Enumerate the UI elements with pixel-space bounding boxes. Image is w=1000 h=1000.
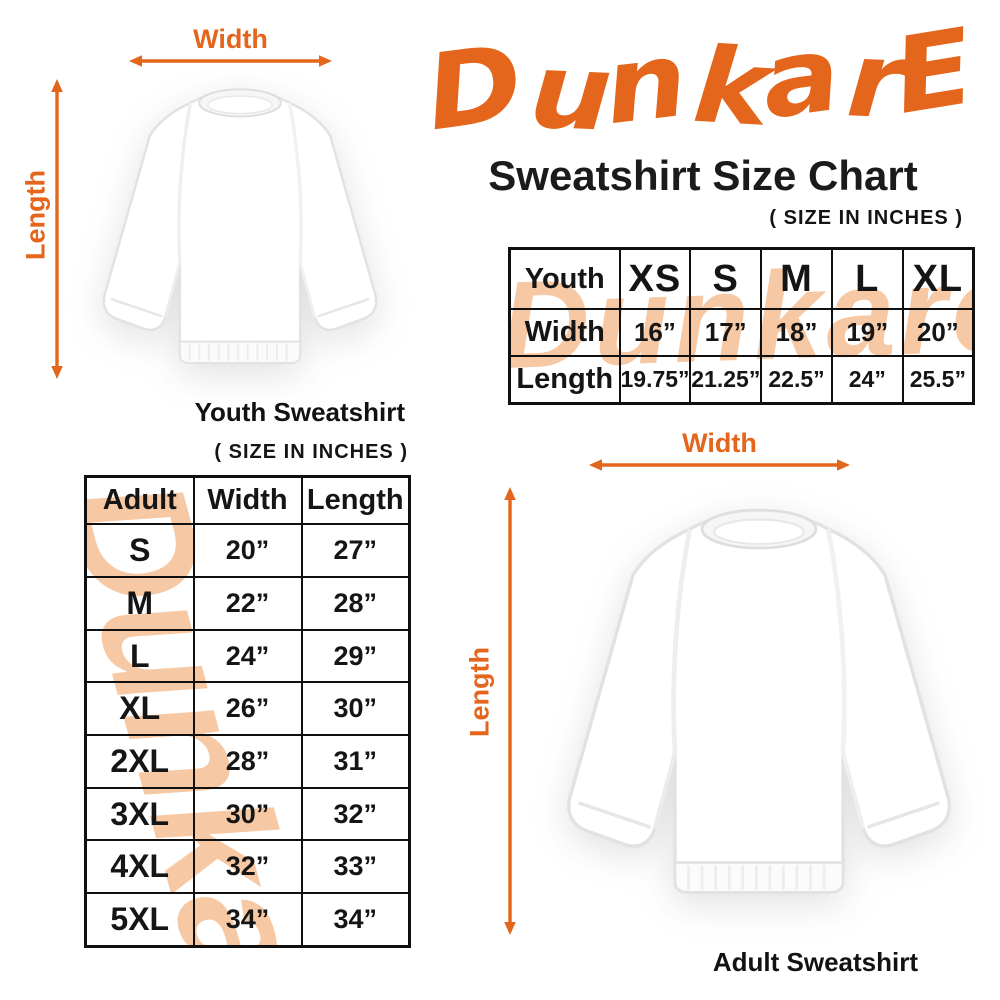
size-head-cell: M (760, 247, 833, 311)
value-cell: 34” (192, 892, 303, 948)
youth-sweatshirt-image (102, 87, 378, 365)
dunkare-logo: DunkarE (419, 12, 984, 157)
value-cell: 28” (300, 576, 411, 631)
table-row: Youth XS S M L XL (508, 247, 975, 311)
adult-sweatshirt-caption: Adult Sweatshirt (712, 947, 918, 977)
youth-corner-cell: Youth (508, 247, 621, 311)
adult-length-label: Length (464, 647, 495, 737)
value-cell: 30” (300, 681, 411, 737)
size-cell: 5XL (84, 892, 195, 948)
value-cell: 32” (300, 786, 411, 842)
value-cell: 28” (192, 734, 303, 789)
size-head-cell: S (689, 247, 763, 311)
adult-width-label: Width (682, 428, 757, 458)
table-row: Adult Width Length (84, 475, 411, 526)
value-cell: 25.5” (901, 355, 975, 405)
size-cell: 4XL (84, 839, 195, 895)
table-row: M 22” 28” (84, 576, 411, 631)
page-title: Sweatshirt Size Chart (488, 152, 918, 199)
table-row: XL 26” 30” (84, 681, 411, 737)
value-cell: 31” (300, 734, 411, 789)
size-cell: 3XL (84, 786, 195, 842)
adult-header-cell: Length (300, 475, 411, 526)
youth-length-label: Length (20, 170, 51, 260)
table-row: Width 16” 17” 18” 19” 20” (508, 308, 975, 358)
value-cell: 20” (901, 308, 975, 358)
size-cell: L (84, 628, 195, 684)
youth-table-zone: Dunkare Youth XS S M L XL Width 16” 17” … (508, 247, 975, 405)
table-row: L 24” 29” (84, 628, 411, 684)
adult-width-arrow-icon (589, 459, 850, 471)
value-cell: 20” (192, 523, 303, 579)
adult-header-cell: Adult (84, 475, 195, 526)
youth-length-arrow-icon (51, 79, 63, 379)
youth-size-table: Youth XS S M L XL Width 16” 17” 18” 19” … (508, 247, 975, 405)
value-cell: 24” (192, 628, 303, 684)
size-cell: S (84, 523, 195, 579)
value-cell: 24” (830, 355, 904, 405)
value-cell: 16” (618, 308, 692, 358)
table-row: S 20” 27” (84, 523, 411, 579)
adult-header-cell: Width (192, 475, 303, 526)
adult-sweatshirt-image (515, 466, 1000, 950)
size-head-cell: L (830, 247, 904, 311)
value-cell: 22.5” (760, 355, 833, 405)
value-cell: 32” (192, 839, 303, 895)
value-cell: 18” (760, 308, 833, 358)
length-row-label: Length (508, 355, 621, 405)
value-cell: 21.25” (689, 355, 763, 405)
size-head-cell: XS (618, 247, 692, 311)
size-head-cell: XL (901, 247, 975, 311)
value-cell: 19.75” (618, 355, 692, 405)
size-cell: 2XL (84, 734, 195, 789)
size-cell: M (84, 576, 195, 631)
table-row: 2XL 28” 31” (84, 734, 411, 789)
adult-length-arrow-icon (504, 487, 516, 935)
value-cell: 29” (300, 628, 411, 684)
table-row: 3XL 30” 32” (84, 786, 411, 842)
value-cell: 17” (689, 308, 763, 358)
value-cell: 26” (192, 681, 303, 737)
adult-size-in-inches-note: ( SIZE IN INCHES ) (214, 441, 408, 463)
value-cell: 19” (830, 308, 904, 358)
value-cell: 34” (300, 892, 411, 948)
value-cell: 27” (300, 523, 411, 579)
value-cell: 22” (192, 576, 303, 631)
youth-width-label: Width (193, 24, 268, 54)
adult-size-table: Adult Width Length S 20” 27” M 22” 28” L… (84, 475, 411, 948)
svg-text:DunkarE: DunkarE (419, 12, 984, 157)
table-row: Length 19.75” 21.25” 22.5” 24” 25.5” (508, 355, 975, 405)
youth-width-arrow-icon (129, 55, 332, 67)
table-row: 4XL 32” 33” (84, 839, 411, 895)
value-cell: 30” (192, 786, 303, 842)
size-cell: XL (84, 681, 195, 737)
youth-sweatshirt-caption: Youth Sweatshirt (194, 397, 405, 427)
value-cell: 33” (300, 839, 411, 895)
adult-table-zone: Dunkare Adult Width Length S 20” 27” M 2… (84, 475, 411, 948)
width-row-label: Width (508, 308, 621, 358)
table-row: 5XL 34” 34” (84, 892, 411, 948)
size-in-inches-note: ( SIZE IN INCHES ) (769, 207, 963, 229)
